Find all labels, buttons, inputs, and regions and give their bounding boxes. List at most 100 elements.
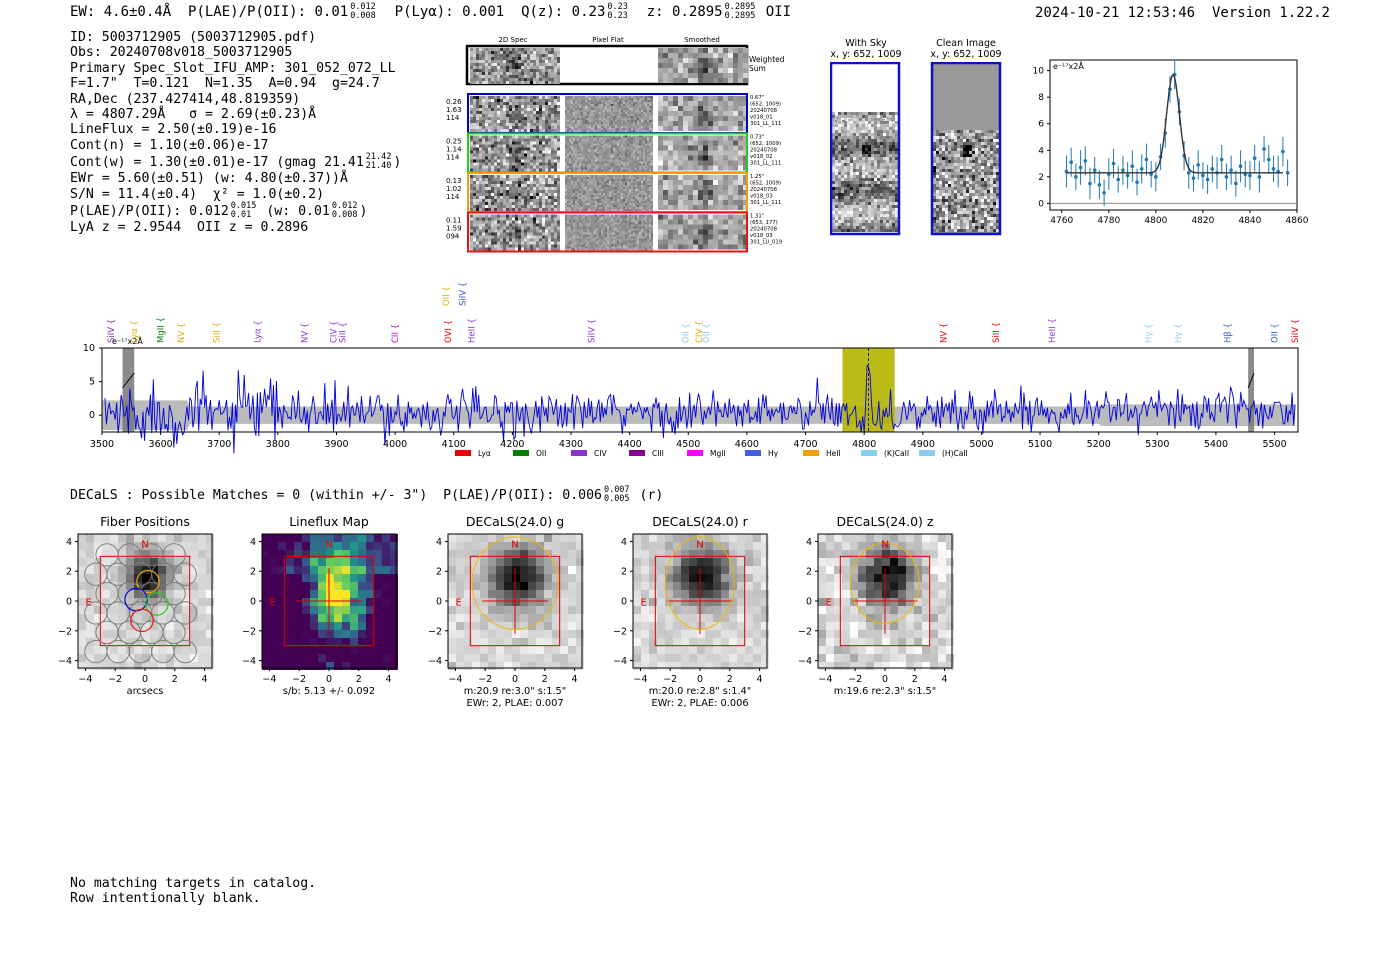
cutout-right-label: (652, 1009): [750, 181, 781, 187]
spectrum-legend-item: Lyα: [455, 449, 491, 458]
panel-xtick-label: 4: [386, 674, 392, 685]
header-version: Version 1.22.2: [1211, 5, 1330, 21]
panel-caption: arcsecs: [127, 686, 164, 697]
cutout-smoothed-1: [658, 96, 748, 131]
line-fit-xtick-label: 4820: [1191, 216, 1214, 226]
decals-panel-lineflux: Lineflux Map N E −4 −4 −2 −2 0 0 2 2 4 4 s/b: 5.13 +/…: [242, 514, 398, 697]
line-fit-xtick-label: 4840: [1238, 216, 1261, 226]
panel-title: Fiber Positions: [100, 514, 190, 529]
aperture-box: [654, 555, 746, 647]
panel-xtick-label: 2: [542, 674, 548, 685]
legend-label: CIV: [594, 449, 607, 458]
line-fit-point: [1257, 175, 1262, 179]
panel-ytick-label: −4: [428, 656, 442, 667]
line-fit-ytick-label: 0: [1038, 199, 1044, 209]
panel-ytick-label: 0: [66, 597, 72, 608]
spectrum-line-label: OII {: [1271, 323, 1281, 343]
spectrum-legend-item: Hγ: [745, 449, 779, 458]
full-spectrum-chart: 3500 3600 3700 3800 3900 4000 4100 4200 4300 4400…: [83, 282, 1301, 458]
legend-swatch: [571, 450, 587, 456]
spectrum-line-label: OVI {: [444, 320, 454, 343]
with-sky-image: [830, 62, 900, 234]
line-fit-point: [1271, 167, 1276, 171]
panel-xtick-label: 0: [882, 674, 888, 685]
line-fit-point: [1154, 175, 1158, 179]
legend-swatch: [687, 450, 703, 456]
legend-label: OII: [536, 449, 546, 458]
east-label: E: [269, 597, 275, 608]
panel-ytick-label: −2: [428, 626, 442, 637]
header-z-value: 0.2895: [672, 4, 723, 20]
panel-ytick-label: −2: [798, 626, 812, 637]
line-fit-point: [1248, 173, 1252, 178]
cutout-left-label: 094: [446, 233, 460, 241]
line-fit-point: [1196, 163, 1200, 167]
decals-panel-g: DECaLS(24.0) g N E −4 −4 −2 −2 0 0 2 2 4 4 m:20.9 re:…: [428, 514, 584, 709]
panel-xtick-label: 0: [697, 674, 703, 685]
header-meta: 2024-10-21 12:53:46 Version 1.22.2: [1035, 5, 1330, 21]
panel-title: DECaLS(24.0) z: [837, 514, 934, 529]
cutout-right-label: (653, 177): [750, 220, 778, 226]
line-fit-unit-label: e⁻¹⁷x2Å: [1053, 60, 1084, 71]
header-qz-value: 0.23: [571, 4, 606, 20]
cutout-right-label: 301_LL_111: [750, 161, 781, 167]
cutout-pixelflat-3: [565, 175, 653, 211]
cutout-left-label: 0.11: [446, 217, 462, 225]
header-qz-range: 0.23 0.23: [607, 2, 628, 21]
panel-xtick-label: 0: [326, 674, 332, 685]
panel-ytick-label: −2: [613, 626, 627, 637]
panel-xtick-label: −4: [262, 674, 276, 685]
spectrum-xtick-label: 4100: [442, 439, 466, 450]
panel-caption: m:19.6 re:2.3" s:1.5": [834, 686, 937, 697]
line-fit-point: [1219, 157, 1224, 162]
panel-xtick-label: 4: [202, 674, 208, 685]
north-label: N: [325, 539, 332, 550]
panel-ytick-label: −4: [58, 656, 72, 667]
cutout-pixelflat-4: [565, 214, 653, 251]
line-fit-point: [1144, 157, 1149, 162]
header-plae-range: 0.012 0.008: [350, 2, 376, 21]
cutout-right-label: v018_03: [750, 194, 773, 200]
line-fit-point: [1224, 175, 1229, 179]
panel-xtick-label: 0: [142, 674, 148, 685]
line-fit-chart: 4760 4780 4800 4820 4840 4860 0 2 4 6 8 10 e⁻¹⁷x2Å: [1033, 59, 1309, 226]
spectrum-xtick-label: 4800: [852, 439, 876, 450]
panel-ytick-label: −4: [242, 656, 256, 667]
cutout-right-label: 0.73": [750, 135, 764, 141]
header-ew: EW: 4.6±0.4Å: [70, 4, 172, 20]
panel-title: DECaLS(24.0) g: [466, 514, 564, 529]
cutout-left-label: 0.13: [446, 177, 462, 185]
cutout-smoothed-2: [658, 135, 748, 171]
panel-ytick-label: −4: [798, 656, 812, 667]
clean-image-header: Clean Image x, y: 652, 1009: [930, 38, 1002, 60]
cutout-right-label: 301_LL_111: [750, 200, 781, 206]
spectrum-flux-line: [104, 364, 1296, 454]
header-plya: P(Lyα): 0.001: [394, 4, 505, 20]
panel-xtick-label: −2: [478, 674, 492, 685]
panel-ytick-label: 0: [806, 597, 812, 608]
spectrum-line-label: SiIV {: [1291, 319, 1301, 343]
panel-xtick-label: −2: [663, 674, 677, 685]
panel-ytick-label: −2: [58, 626, 72, 637]
panel-caption: m:20.0 re:2.8" s:1.4": [649, 686, 752, 697]
spectrum-legend-item: HeII: [803, 449, 841, 458]
cutout-right-label: 20240708: [750, 227, 778, 233]
fiber-circle: [173, 562, 197, 586]
panel-title: Lineflux Map: [289, 514, 369, 529]
line-fit-point: [1139, 167, 1144, 171]
clean-image-frame: [930, 62, 1002, 236]
spectrum-legend-item: CIII: [629, 449, 664, 458]
cutout-right-label: 0.67": [750, 95, 764, 101]
cutout-left-label: 0.26: [446, 98, 462, 106]
line-fit-point: [1078, 165, 1083, 170]
panel-title: DECaLS(24.0) r: [652, 514, 748, 529]
info-radec: RA,Dec (237.427414,48.819359): [70, 91, 301, 107]
fiber-circle: [173, 601, 197, 625]
line-fit-point: [1210, 167, 1215, 171]
panel-xtick-label: −4: [78, 674, 92, 685]
line-fit-ytick-label: 2: [1038, 173, 1044, 183]
line-fit-point: [1069, 160, 1073, 165]
cutout-right-label: 301_LU_019: [750, 240, 782, 246]
line-fit-xtick-label: 4860: [1286, 216, 1309, 226]
decals-panels: Fiber Positions N E −4 −4 −2 −2 0 0 2 2 4 4 arcsecs Li…: [58, 514, 954, 709]
